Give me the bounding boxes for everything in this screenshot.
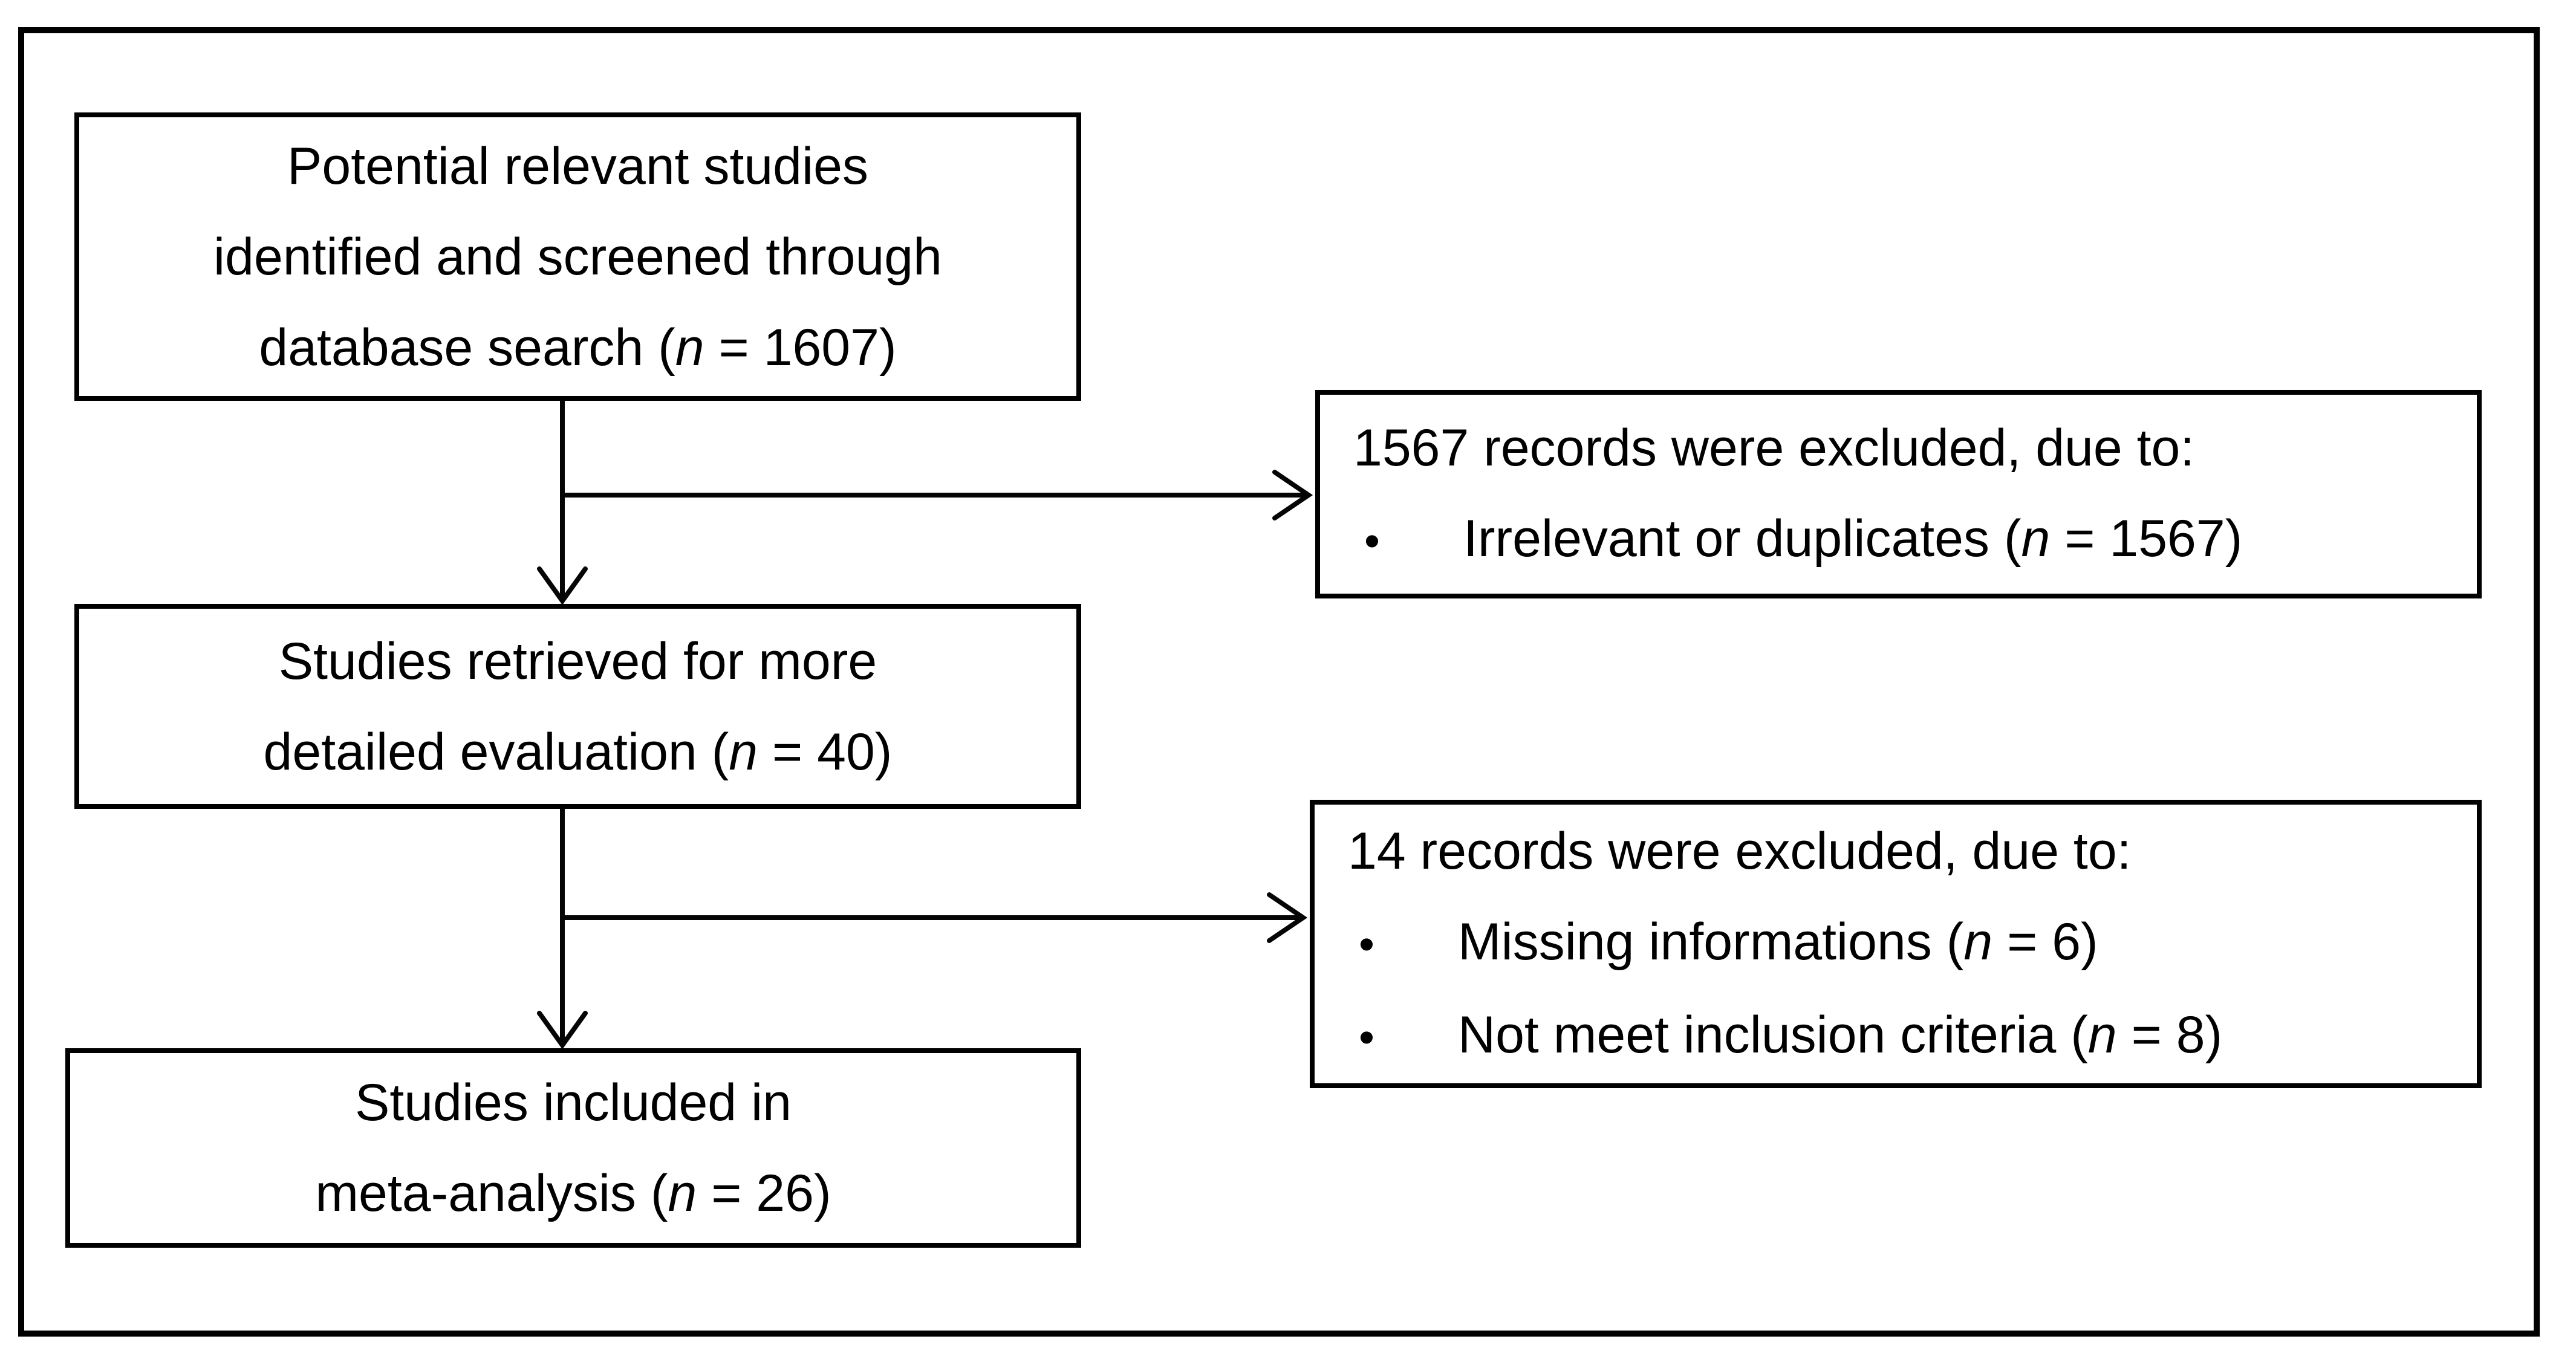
- text-line: Missing informations (n = 6): [1458, 912, 2098, 971]
- box-identified-studies: Potential relevant studies identified an…: [74, 112, 1081, 401]
- italic-n: n: [675, 318, 704, 377]
- text-line: meta-analysis (n = 26): [315, 1164, 831, 1222]
- text-line: database search (n = 1607): [259, 318, 897, 377]
- text-line: Irrelevant or duplicates (n = 1567): [1463, 509, 2243, 568]
- exclusion-header: 1567 records were excluded, due to:: [1353, 418, 2195, 477]
- text-line: Studies included in: [355, 1074, 792, 1132]
- bullet-icon: •: [1359, 918, 1374, 969]
- exclusion-bullet: • Not meet inclusion criteria (n = 8): [1348, 990, 2465, 1083]
- italic-n: n: [2021, 509, 2051, 568]
- exclusion-header: 14 records were excluded, due to:: [1348, 822, 2132, 880]
- italic-n: n: [1963, 912, 1993, 971]
- text-line: Not meet inclusion criteria (n = 8): [1458, 1005, 2223, 1064]
- box-excluded-records-first: 1567 records were excluded, due to: • Ir…: [1315, 390, 2482, 598]
- text-line: detailed evaluation (n = 40): [263, 722, 893, 781]
- text-line: Potential relevant studies: [287, 137, 868, 195]
- bullet-icon: •: [1359, 1011, 1374, 1062]
- italic-n: n: [729, 722, 758, 781]
- exclusion-bullet: • Missing informations (n = 6): [1348, 896, 2465, 990]
- text-line: identified and screened through: [213, 227, 942, 286]
- box-retrieved-studies: Studies retrieved for more detailed eval…: [74, 604, 1081, 809]
- text-line: Studies retrieved for more: [278, 632, 877, 690]
- italic-n: n: [668, 1164, 697, 1222]
- italic-n: n: [2087, 1005, 2117, 1064]
- bullet-icon: •: [1364, 515, 1380, 566]
- box-included-studies: Studies included in meta-analysis (n = 2…: [65, 1048, 1081, 1248]
- exclusion-bullet: • Irrelevant or duplicates (n = 1567): [1353, 493, 2465, 586]
- box-excluded-records-second: 14 records were excluded, due to: • Miss…: [1310, 800, 2482, 1088]
